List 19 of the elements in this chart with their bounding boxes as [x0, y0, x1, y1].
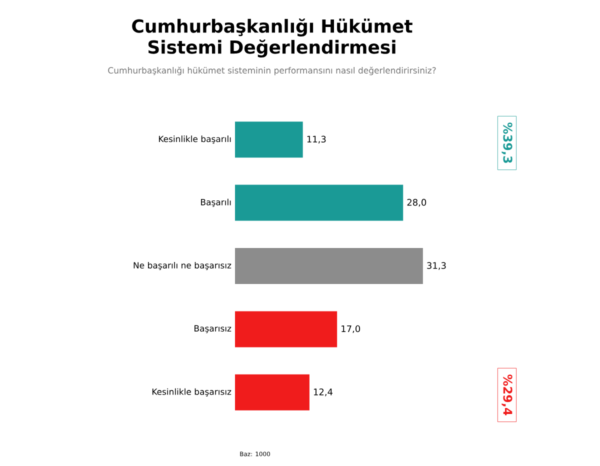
- bar: [235, 184, 404, 221]
- data-label: 31,3: [427, 262, 446, 270]
- data-label: 28,0: [407, 198, 426, 207]
- data-label: 11,3: [307, 136, 326, 144]
- y-tick-label: Kesinlikle başarılı: [158, 136, 231, 144]
- y-tick-label: Kesinlikle başarısız: [152, 388, 232, 396]
- data-label: 12,4: [314, 388, 333, 396]
- bar: [235, 311, 338, 348]
- y-tick-label: Başarısız: [194, 325, 232, 334]
- bar: [235, 122, 303, 158]
- y-tick-label: Ne başarılı ne başarısız: [134, 262, 232, 270]
- bar: [235, 374, 310, 410]
- bar: [235, 248, 423, 284]
- text: %29,4: [502, 374, 512, 416]
- data-label: 17,0: [342, 325, 360, 334]
- chart-subtitle: Cumhurbaşkanlığı hükümet sisteminin performansını nasıl değerlendirirsiniz?: [108, 66, 436, 76]
- text: %39,3: [502, 122, 512, 163]
- y-tick-label: Başarılı: [201, 198, 231, 207]
- chart-title: Cumhurbaşkanlığı Hükümet Sistemi Değerlendirmesi: [132, 18, 412, 58]
